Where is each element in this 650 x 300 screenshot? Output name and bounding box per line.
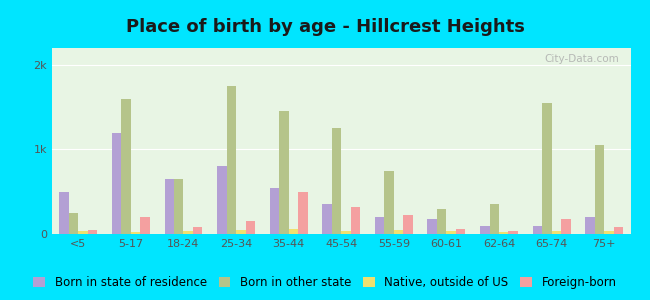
Bar	[437, 208, 447, 234]
Bar	[542, 103, 552, 234]
Bar	[280, 111, 289, 234]
Bar	[164, 179, 174, 234]
Bar	[78, 232, 88, 234]
Bar	[131, 232, 140, 234]
Bar	[480, 226, 489, 234]
Bar	[59, 192, 69, 234]
Bar	[489, 204, 499, 234]
Bar	[447, 232, 456, 234]
Bar	[217, 167, 227, 234]
Bar	[552, 232, 561, 234]
Bar	[289, 229, 298, 234]
Bar	[332, 128, 341, 234]
Bar	[140, 217, 150, 234]
Bar	[384, 171, 394, 234]
Bar	[604, 232, 614, 234]
Bar	[614, 227, 623, 234]
Bar	[561, 219, 571, 234]
Bar	[322, 204, 332, 234]
Bar	[122, 99, 131, 234]
Bar	[88, 230, 97, 234]
Bar	[403, 215, 413, 234]
Text: City-Data.com: City-Data.com	[544, 54, 619, 64]
Bar	[298, 192, 307, 234]
Bar	[270, 188, 280, 234]
Bar	[246, 221, 255, 234]
Bar	[508, 231, 518, 234]
Bar	[183, 232, 193, 234]
Bar	[533, 226, 542, 234]
Bar	[236, 230, 246, 234]
Bar	[375, 217, 384, 234]
Bar	[456, 229, 465, 234]
Bar	[341, 231, 351, 234]
Bar	[595, 145, 604, 234]
Bar	[69, 213, 78, 234]
Bar	[394, 230, 403, 234]
Legend: Born in state of residence, Born in other state, Native, outside of US, Foreign-: Born in state of residence, Born in othe…	[29, 272, 621, 294]
Bar	[428, 219, 437, 234]
Bar	[585, 217, 595, 234]
Bar	[193, 227, 202, 234]
Bar	[351, 207, 360, 234]
Bar	[174, 179, 183, 234]
Text: Place of birth by age - Hillcrest Heights: Place of birth by age - Hillcrest Height…	[125, 18, 525, 36]
Bar	[499, 232, 508, 234]
Bar	[227, 86, 236, 234]
Bar	[112, 133, 122, 234]
